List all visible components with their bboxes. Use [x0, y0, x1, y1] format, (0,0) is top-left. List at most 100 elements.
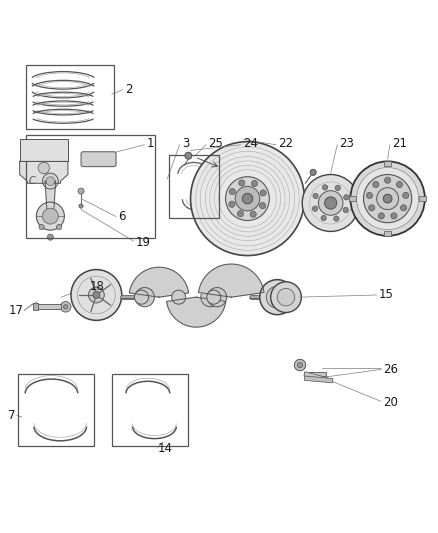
- Circle shape: [277, 288, 295, 306]
- Circle shape: [79, 204, 83, 208]
- Circle shape: [185, 152, 192, 159]
- Circle shape: [47, 234, 53, 240]
- Circle shape: [71, 270, 122, 320]
- Bar: [384, 161, 391, 166]
- Circle shape: [259, 203, 265, 209]
- Circle shape: [312, 206, 318, 211]
- Circle shape: [39, 224, 44, 230]
- Text: C: C: [28, 176, 35, 186]
- Circle shape: [325, 197, 337, 209]
- Polygon shape: [20, 161, 68, 183]
- Circle shape: [172, 290, 186, 304]
- Circle shape: [229, 201, 235, 207]
- Polygon shape: [166, 297, 226, 327]
- Circle shape: [260, 190, 266, 196]
- Circle shape: [322, 185, 328, 190]
- Text: 3: 3: [182, 138, 189, 150]
- Bar: [26, 135, 155, 238]
- Circle shape: [302, 174, 359, 231]
- Text: 26: 26: [383, 363, 398, 376]
- Circle shape: [294, 359, 306, 371]
- Circle shape: [207, 290, 221, 304]
- Circle shape: [344, 195, 349, 200]
- Circle shape: [373, 181, 379, 188]
- Circle shape: [242, 193, 253, 204]
- FancyBboxPatch shape: [81, 152, 116, 167]
- Bar: [169, 155, 219, 219]
- Circle shape: [377, 188, 399, 209]
- Text: 18: 18: [90, 280, 105, 293]
- Circle shape: [350, 161, 425, 236]
- Text: 14: 14: [158, 442, 173, 455]
- Circle shape: [64, 304, 68, 309]
- Circle shape: [369, 205, 375, 211]
- Bar: [20, 140, 68, 161]
- Bar: [112, 374, 188, 446]
- Bar: [384, 231, 391, 236]
- Bar: [18, 374, 94, 446]
- Text: 25: 25: [208, 138, 223, 150]
- Circle shape: [42, 208, 58, 224]
- Circle shape: [396, 181, 403, 188]
- Circle shape: [60, 302, 71, 312]
- Polygon shape: [198, 264, 264, 297]
- Circle shape: [38, 162, 49, 174]
- Text: 6: 6: [118, 209, 126, 223]
- Circle shape: [403, 192, 409, 198]
- Circle shape: [378, 213, 385, 219]
- Circle shape: [237, 211, 244, 217]
- Circle shape: [78, 188, 84, 194]
- Circle shape: [271, 282, 301, 312]
- Text: 15: 15: [379, 288, 394, 302]
- Circle shape: [364, 174, 412, 223]
- Circle shape: [93, 292, 100, 298]
- Circle shape: [191, 142, 304, 255]
- Circle shape: [321, 215, 326, 221]
- Circle shape: [400, 205, 406, 211]
- Bar: [33, 303, 38, 310]
- Bar: [349, 196, 356, 201]
- Circle shape: [134, 290, 148, 304]
- Text: 22: 22: [278, 138, 293, 150]
- Circle shape: [335, 185, 340, 190]
- Circle shape: [343, 207, 348, 213]
- Circle shape: [385, 177, 391, 183]
- Text: 1: 1: [147, 138, 154, 150]
- Circle shape: [383, 194, 392, 203]
- Circle shape: [88, 287, 104, 303]
- Circle shape: [36, 202, 64, 230]
- Circle shape: [391, 213, 397, 219]
- Text: 2: 2: [125, 83, 132, 95]
- Circle shape: [57, 224, 62, 230]
- Circle shape: [266, 286, 288, 308]
- Circle shape: [318, 191, 343, 215]
- Text: 20: 20: [383, 396, 398, 409]
- Circle shape: [367, 192, 373, 198]
- Circle shape: [334, 216, 339, 221]
- Circle shape: [230, 189, 236, 195]
- Circle shape: [226, 177, 269, 221]
- Circle shape: [46, 177, 55, 185]
- Circle shape: [201, 287, 220, 307]
- Circle shape: [235, 187, 260, 211]
- Text: 7: 7: [8, 409, 15, 422]
- Circle shape: [251, 181, 258, 187]
- Circle shape: [310, 169, 316, 175]
- Circle shape: [42, 173, 58, 189]
- Text: 19: 19: [136, 236, 151, 249]
- Bar: [37, 304, 61, 310]
- Circle shape: [135, 287, 154, 307]
- Polygon shape: [129, 267, 189, 297]
- Circle shape: [297, 362, 303, 368]
- Polygon shape: [45, 181, 56, 209]
- Circle shape: [272, 292, 283, 302]
- Bar: [304, 372, 326, 376]
- Circle shape: [357, 167, 419, 230]
- Circle shape: [313, 193, 318, 199]
- Circle shape: [260, 280, 295, 314]
- Text: 23: 23: [339, 138, 354, 150]
- Bar: [304, 376, 333, 383]
- Text: 17: 17: [9, 304, 24, 317]
- Text: 24: 24: [243, 138, 258, 150]
- Bar: [304, 372, 328, 382]
